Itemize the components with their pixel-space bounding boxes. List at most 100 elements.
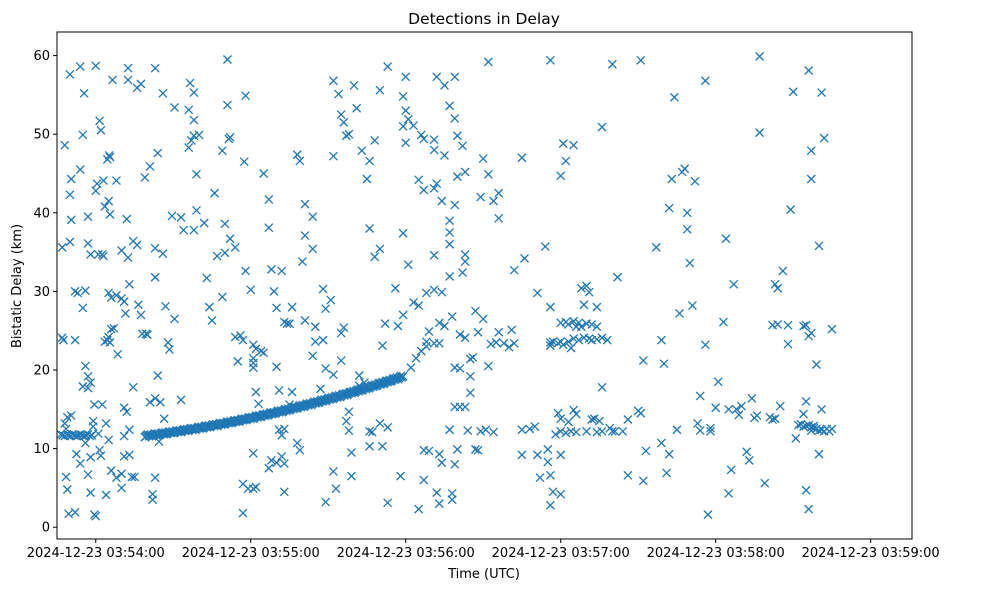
data-point xyxy=(398,121,408,131)
data-point xyxy=(362,174,372,184)
data-point xyxy=(561,156,571,166)
data-point xyxy=(254,399,263,409)
data-point xyxy=(656,335,666,345)
data-point xyxy=(799,422,808,432)
data-point xyxy=(587,319,597,329)
data-point xyxy=(357,146,367,156)
data-point xyxy=(78,382,88,391)
data-point xyxy=(269,286,279,296)
data-point xyxy=(238,508,248,518)
data-point xyxy=(421,337,431,347)
data-point xyxy=(801,485,811,495)
data-point xyxy=(339,323,349,333)
data-point xyxy=(352,103,362,113)
data-point xyxy=(685,258,695,268)
data-point xyxy=(111,290,121,300)
data-point xyxy=(432,72,442,82)
data-point xyxy=(460,333,470,343)
data-point xyxy=(113,349,123,359)
data-point xyxy=(419,185,429,195)
data-point xyxy=(403,114,413,124)
data-point xyxy=(349,80,359,90)
data-point xyxy=(87,430,97,440)
data-point xyxy=(57,333,67,343)
data-point xyxy=(571,409,581,419)
y-tick-label: 0 xyxy=(42,521,50,536)
data-point xyxy=(409,297,418,307)
data-point xyxy=(179,225,189,235)
data-point xyxy=(334,89,344,99)
data-point xyxy=(73,288,83,298)
data-point xyxy=(416,130,426,140)
data-point xyxy=(328,370,338,380)
data-point xyxy=(589,414,599,424)
data-point xyxy=(545,338,555,347)
data-point xyxy=(235,330,245,340)
data-point xyxy=(119,452,129,461)
data-point xyxy=(582,281,591,291)
data-point xyxy=(551,429,560,439)
data-point xyxy=(155,397,165,407)
data-point xyxy=(150,473,160,483)
data-point xyxy=(587,415,597,424)
data-point xyxy=(445,239,455,249)
data-point xyxy=(347,471,356,481)
data-point xyxy=(230,332,240,342)
data-point xyxy=(814,449,824,459)
data-point xyxy=(189,88,199,97)
data-point xyxy=(109,323,119,333)
data-point xyxy=(124,279,134,289)
markers-layer xyxy=(56,51,837,521)
data-point xyxy=(494,188,504,198)
data-point xyxy=(300,199,310,209)
data-point xyxy=(295,156,305,166)
data-point xyxy=(775,401,785,411)
data-point xyxy=(124,450,134,460)
data-point xyxy=(734,410,744,420)
data-point xyxy=(123,253,133,263)
data-point xyxy=(483,57,493,67)
data-point xyxy=(192,169,201,179)
data-point xyxy=(85,431,95,441)
data-point xyxy=(483,361,493,371)
data-point xyxy=(641,446,651,456)
data-point xyxy=(119,431,129,441)
data-point xyxy=(406,363,416,373)
data-point xyxy=(793,420,803,430)
data-point xyxy=(827,324,837,334)
data-point xyxy=(610,426,620,436)
data-point xyxy=(724,488,734,498)
data-point xyxy=(202,273,212,283)
data-point xyxy=(75,459,85,468)
data-point xyxy=(150,272,160,282)
data-point xyxy=(517,153,527,163)
data-point xyxy=(117,469,127,479)
data-point xyxy=(167,211,177,221)
data-point xyxy=(64,509,74,519)
data-point xyxy=(285,319,294,329)
data-point xyxy=(192,205,201,215)
data-point xyxy=(607,59,617,69)
data-point xyxy=(499,338,509,348)
data-point xyxy=(548,337,558,347)
data-point xyxy=(122,407,132,417)
data-point xyxy=(89,400,99,410)
data-point xyxy=(83,383,93,393)
data-point xyxy=(365,426,375,436)
data-point xyxy=(452,172,462,182)
data-point xyxy=(597,333,607,343)
data-point xyxy=(483,169,493,179)
data-point xyxy=(207,316,217,325)
data-point xyxy=(494,327,504,337)
data-point xyxy=(817,88,827,97)
data-point xyxy=(411,353,421,363)
data-point xyxy=(401,106,411,116)
data-point xyxy=(633,406,643,416)
data-point xyxy=(682,208,692,218)
data-point xyxy=(429,135,439,145)
data-point xyxy=(145,161,155,171)
data-point xyxy=(569,140,579,150)
data-point xyxy=(799,321,808,331)
data-point xyxy=(297,257,307,266)
data-point xyxy=(185,78,195,88)
